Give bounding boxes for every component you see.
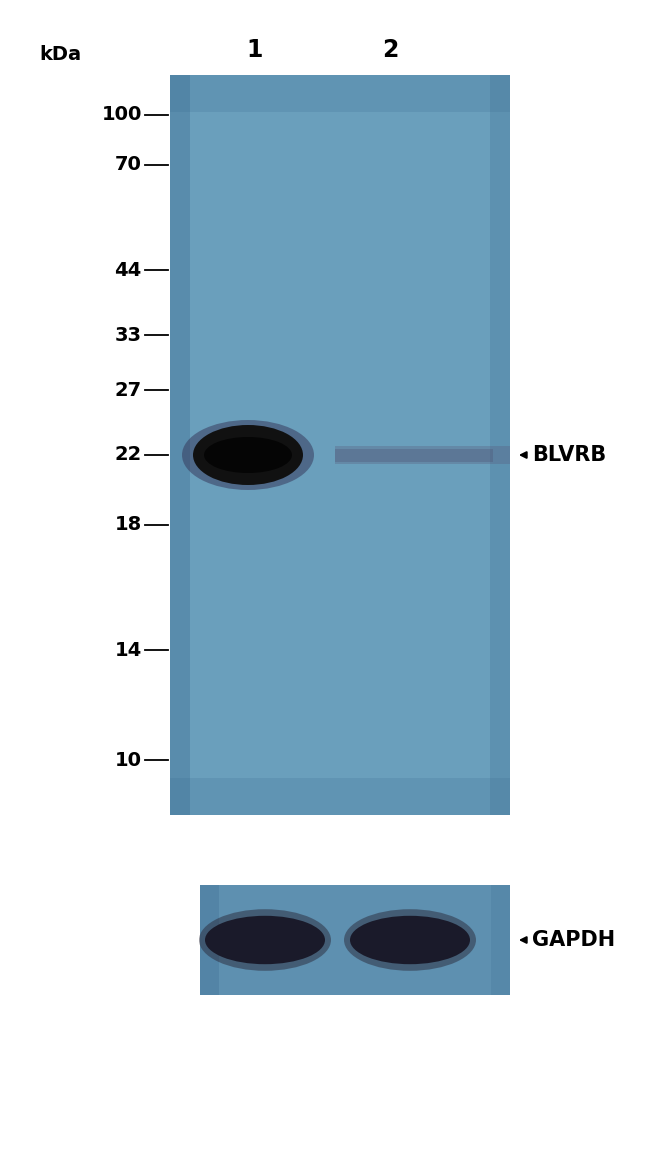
Bar [200,885,510,995]
Text: 18: 18 [114,516,142,534]
Ellipse shape [204,437,292,473]
Text: 100: 100 [101,105,142,125]
Text: 10: 10 [115,750,142,770]
Ellipse shape [205,916,325,964]
Bar [335,445,510,464]
Ellipse shape [193,425,303,486]
Ellipse shape [182,420,314,490]
Text: kDa: kDa [39,45,81,65]
Text: 2: 2 [382,38,398,62]
Text: 22: 22 [114,445,142,465]
Text: GAPDH: GAPDH [532,929,615,950]
Text: 27: 27 [114,380,142,400]
Bar [491,885,510,995]
Text: 70: 70 [115,156,142,175]
Ellipse shape [344,910,476,971]
Ellipse shape [199,910,331,971]
Bar [489,75,510,815]
Ellipse shape [350,916,470,964]
Bar [170,778,510,815]
Bar [170,75,190,815]
Text: BLVRB: BLVRB [532,445,606,465]
Bar [335,449,493,461]
Bar [170,75,510,815]
Text: 33: 33 [115,326,142,344]
Bar [200,885,218,995]
Text: 14: 14 [114,640,142,660]
Text: 1: 1 [247,38,263,62]
Bar [170,75,510,112]
Text: 44: 44 [114,260,142,280]
